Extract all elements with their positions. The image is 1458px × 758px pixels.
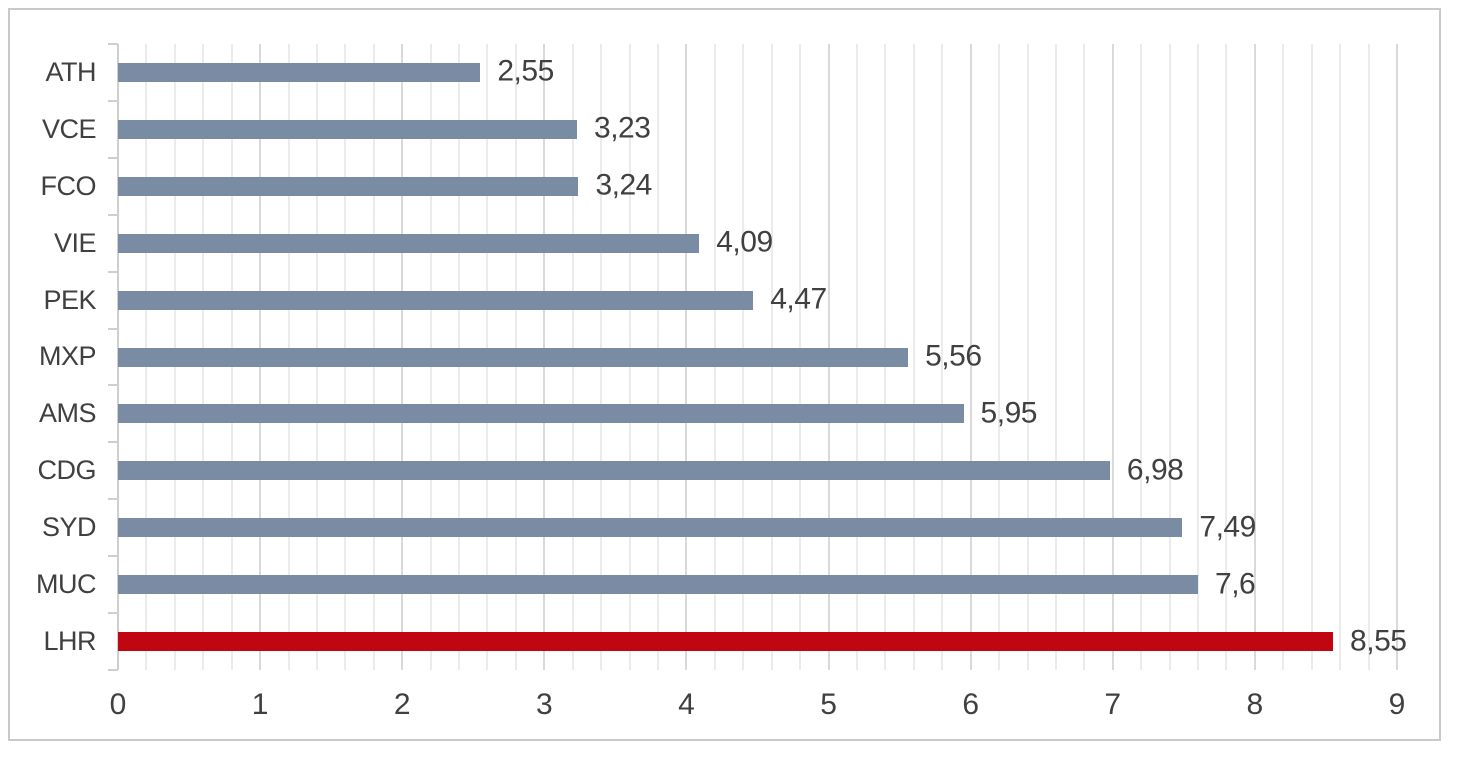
gridline-minor [1140, 44, 1143, 670]
category-label-cdg: CDG [37, 455, 97, 486]
bar-pek [118, 290, 754, 310]
y-axis-tick [108, 498, 118, 501]
x-axis-tick-label: 5 [820, 688, 837, 721]
y-axis-tick [108, 270, 118, 273]
y-axis-tick [108, 384, 118, 387]
value-label-syd: 7,49 [1199, 510, 1256, 544]
gridline-minor [1168, 44, 1171, 670]
category-label-ath: ATH [45, 56, 97, 87]
bar-vie [118, 233, 700, 253]
chart-border [8, 8, 1441, 741]
x-axis-tick-label: 8 [1246, 688, 1264, 721]
y-axis-tick [108, 43, 118, 45]
y-axis-tick [108, 612, 118, 615]
bar-mxp [118, 347, 909, 367]
category-label-ams: AMS [38, 398, 97, 429]
y-axis-tick [108, 99, 118, 102]
category-label-mxp: MXP [38, 341, 97, 372]
category-label-vie: VIE [53, 227, 97, 258]
gridline-minor [1339, 44, 1342, 670]
gridline-minor [1197, 44, 1200, 670]
y-axis-tick [108, 441, 118, 444]
bar-vce [118, 119, 578, 139]
y-axis-tick [108, 555, 118, 558]
value-label-ams: 5,95 [980, 396, 1038, 430]
value-axis: 0 1 2 3 4 5 6 7 8 9 [110, 688, 1406, 728]
plot-area: 2,55 3,23 3,24 4,09 4,47 5,56 5,95 6,98 7,49 7,6 8… [108, 43, 1407, 671]
y-axis-tick [108, 213, 118, 216]
category-label-syd: SYD [41, 512, 97, 543]
gridline-minor [1054, 44, 1057, 670]
category-label-lhr: LHR [43, 626, 96, 657]
bar-cdg [118, 461, 1110, 481]
value-label-lhr: 8,55 [1350, 623, 1407, 657]
value-label-mxp: 5,56 [925, 339, 982, 373]
x-axis-tick-label: 0 [109, 688, 127, 721]
gridline-major [1111, 44, 1114, 670]
x-axis-tick-label: 4 [678, 688, 695, 721]
x-axis-tick-label: 7 [1104, 688, 1122, 721]
gridline-minor [1026, 44, 1029, 670]
bar-fco [118, 176, 579, 196]
x-axis-tick-label: 6 [962, 688, 979, 721]
gridline-minor [1310, 44, 1313, 670]
bar-syd [118, 518, 1183, 538]
y-axis-tick [108, 156, 118, 159]
category-label-pek: PEK [43, 284, 96, 315]
gridline-major [1253, 44, 1256, 670]
bar-highlight-lhr [118, 632, 1334, 652]
value-label-fco: 3,24 [595, 168, 652, 202]
bar-ams [118, 404, 964, 424]
gridline-minor [912, 44, 915, 670]
x-axis-tick-label: 1 [251, 688, 269, 721]
value-label-cdg: 6,98 [1126, 453, 1184, 487]
value-label-ath: 2,55 [497, 54, 554, 88]
bar-ath [118, 62, 481, 82]
value-label-pek: 4,47 [770, 282, 827, 316]
x-axis-tick-label: 3 [535, 688, 553, 721]
x-axis-tick-label: 2 [393, 688, 411, 721]
value-label-muc: 7,6 [1215, 566, 1256, 600]
category-label-fco: FCO [40, 170, 97, 201]
x-axis-tick-label: 9 [1388, 688, 1406, 721]
category-label-vce: VCE [41, 113, 97, 144]
gridline-major [969, 44, 972, 670]
gridline-minor [1083, 44, 1086, 670]
gridline-minor [1367, 44, 1370, 670]
category-label-muc: MUC [36, 569, 97, 600]
gridline-minor [998, 44, 1001, 670]
gridline-major [1396, 44, 1398, 670]
bar-muc [118, 575, 1199, 595]
gridline-minor [1225, 44, 1228, 670]
y-axis-tick [108, 669, 118, 671]
category-axis: ATH VCE FCO VIE PEK MXP AMS CDG SYD MUC LHR [0, 44, 97, 670]
value-label-vie: 4,09 [716, 225, 773, 259]
y-axis-tick [108, 327, 118, 330]
gridline-minor [941, 44, 944, 670]
value-label-vce: 3,23 [594, 111, 651, 145]
gridline-minor [1282, 44, 1285, 670]
